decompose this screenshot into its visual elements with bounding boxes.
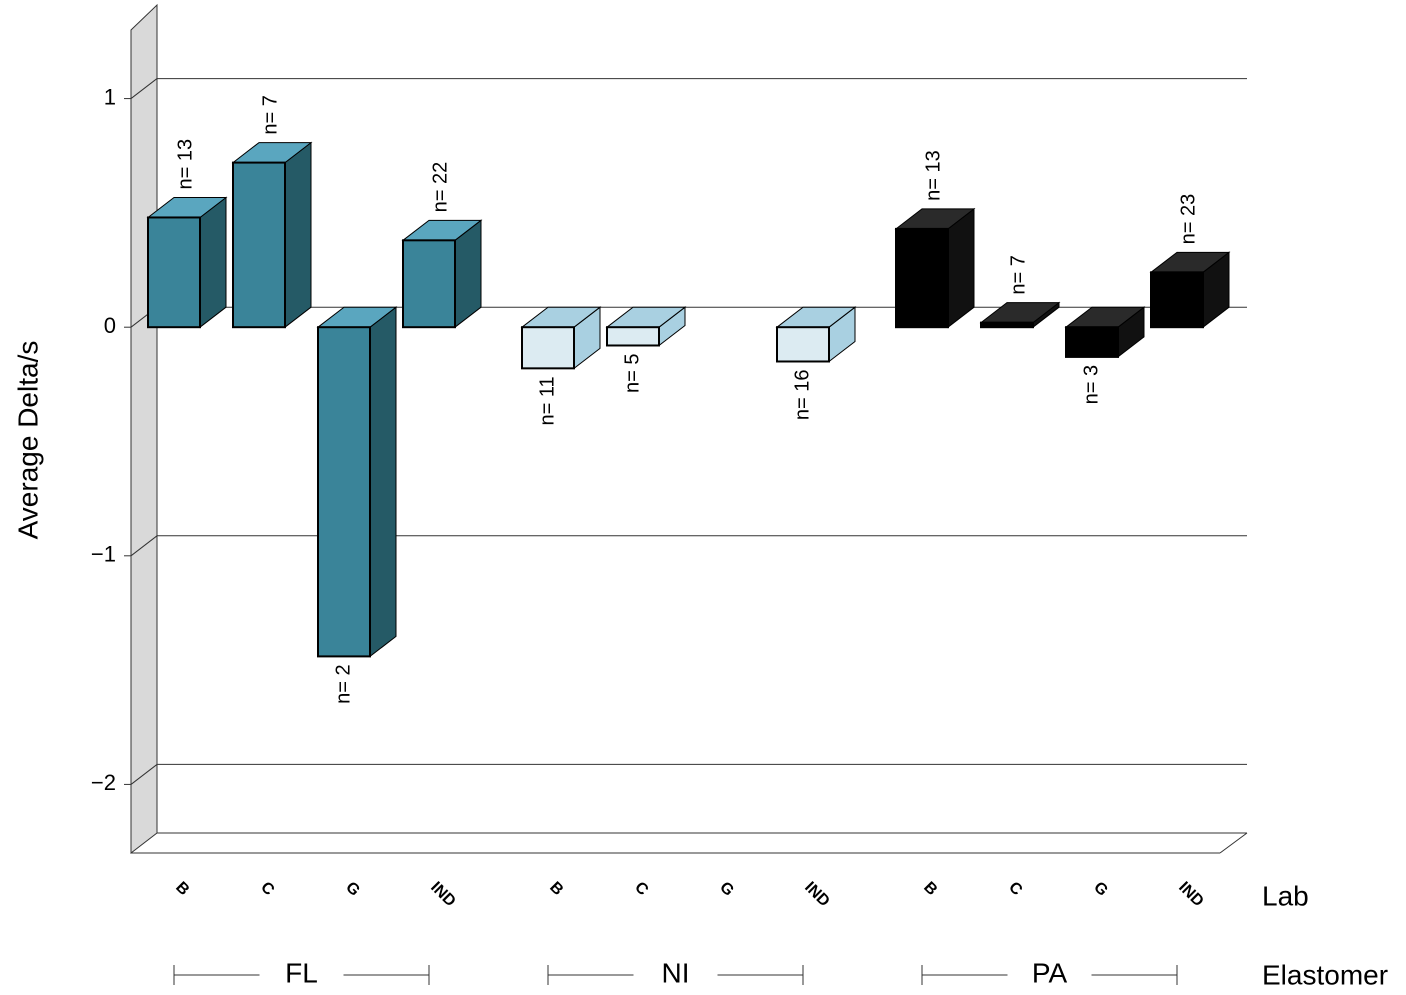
bar — [895, 227, 949, 329]
y-tick-label: 1 — [104, 84, 116, 109]
bar-side — [369, 306, 397, 658]
bar — [317, 326, 371, 658]
group-label: PA — [1032, 957, 1068, 988]
x-tick-label: IND — [1175, 879, 1207, 911]
n-label: n= 7 — [1007, 255, 1029, 294]
n-label: n= 13 — [922, 150, 944, 201]
x-tick-label: G — [342, 879, 363, 900]
bar-side — [199, 196, 227, 329]
bar — [980, 321, 1034, 329]
bar — [147, 216, 201, 329]
bar — [606, 326, 660, 347]
y-axis-label: Average Delta/s — [12, 341, 43, 540]
floor-edge — [1219, 832, 1248, 854]
back-wall — [130, 3, 158, 855]
bar — [232, 161, 286, 329]
bar-side — [284, 141, 312, 329]
n-label: n= 7 — [259, 95, 281, 134]
group-label: NI — [662, 957, 690, 988]
n-label: n= 11 — [536, 376, 558, 425]
x-tick-label: IND — [801, 879, 833, 911]
grid-edge — [130, 764, 158, 785]
n-label: n= 5 — [621, 353, 643, 392]
x-tick-label: IND — [427, 879, 459, 911]
x-tick-label: B — [172, 879, 192, 899]
n-label: n= 13 — [174, 139, 196, 190]
x-tick-label: B — [546, 879, 566, 899]
n-label: n= 22 — [429, 162, 451, 213]
group-label: FL — [285, 957, 318, 988]
bar — [521, 326, 575, 370]
x-tick-label: C — [257, 879, 278, 900]
y-tick-label: −1 — [91, 542, 116, 567]
n-label: n= 3 — [1080, 365, 1102, 404]
bar — [776, 326, 830, 363]
bar — [402, 239, 456, 329]
y-tick-label: −2 — [91, 770, 116, 795]
n-label: n= 2 — [332, 664, 354, 703]
bar-side — [947, 207, 975, 329]
n-label: n= 16 — [791, 369, 813, 420]
x-axis-label: Lab — [1262, 880, 1309, 911]
x-tick-label: C — [631, 879, 652, 900]
x-tick-label: C — [1005, 879, 1026, 900]
bar — [1065, 326, 1119, 358]
grid-edge — [130, 535, 158, 557]
y-tick-label: 0 — [104, 313, 116, 338]
x-tick-label: G — [1090, 879, 1111, 900]
bar — [1150, 271, 1204, 329]
group-axis-label: Elastomer — [1262, 959, 1388, 990]
n-label: n= 23 — [1177, 194, 1199, 245]
x-tick-label: G — [716, 879, 737, 900]
x-tick-label: B — [920, 879, 940, 899]
grid-edge — [130, 78, 158, 99]
